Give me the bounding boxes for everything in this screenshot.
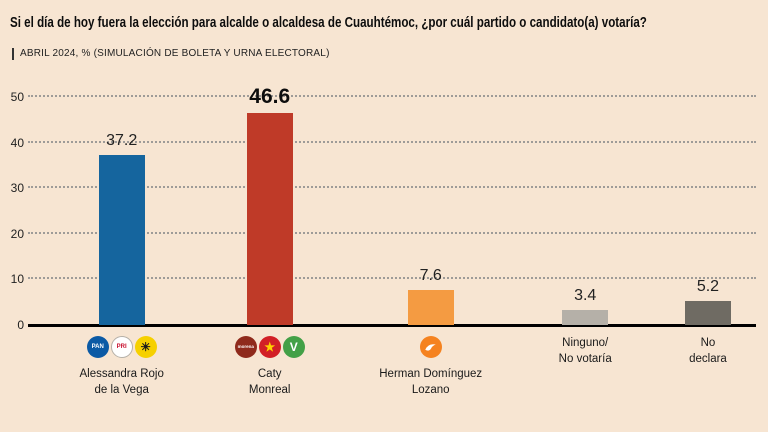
mc-eagle-logo-icon (419, 336, 442, 358)
pt-logo-icon: ★ (258, 336, 281, 358)
category-label: Herman Domínguez Lozano (379, 368, 483, 396)
y-tick-label-20: 20 (10, 226, 24, 241)
y-tick-label-40: 40 (10, 135, 24, 150)
bar-rect (407, 290, 454, 325)
party-logo-row (356, 336, 506, 358)
pan-logo-icon: PAN (86, 336, 109, 358)
y-tick-label-10: 10 (10, 272, 24, 287)
value-label: 7.6 (419, 267, 442, 285)
category-4: No declara (633, 336, 768, 367)
category-0: PAN PRI ☀ Alessandra Rojo de la Vega (47, 336, 197, 398)
page-title: Si el día de hoy fuera la elección para … (10, 15, 647, 31)
gridline-20 (28, 231, 756, 234)
value-label: 3.4 (574, 286, 597, 304)
category-label: No declara (689, 337, 727, 365)
y-tick-label-0: 0 (17, 318, 24, 332)
category-3: Ninguno/No votaría (510, 336, 660, 367)
value-label: 46.6 (249, 84, 291, 108)
party-logo-row: morena ★ V (195, 336, 345, 358)
gridline-30 (28, 186, 756, 189)
category-1: morena ★ V Caty Monreal (195, 336, 345, 398)
gridline-50 (28, 95, 756, 97)
bar-rect (246, 112, 293, 325)
party-logo-row: PAN PRI ☀ (47, 336, 197, 358)
gridline-40 (28, 140, 756, 143)
chart-subtitle: ABRIL 2024, % (SIMULACIÓN DE BOLETA Y UR… (12, 48, 330, 60)
x-axis-baseline (28, 324, 756, 327)
category-label: Ninguno/No votaría (558, 337, 612, 365)
prd-logo-icon: ☀ (134, 336, 157, 358)
y-tick-label-30: 30 (10, 181, 24, 196)
y-tick-label-50: 50 (10, 90, 24, 104)
category-label: Caty Monreal (248, 368, 291, 396)
gridline-10 (28, 277, 756, 280)
bar-rect (684, 301, 731, 325)
category-2: Herman Domínguez Lozano (356, 336, 506, 398)
category-axis: PAN PRI ☀ Alessandra Rojo de la Vega morena ★ V… (30, 336, 752, 428)
pri-logo-icon: PRI (110, 336, 133, 358)
pvem-logo-icon: V (282, 336, 305, 358)
value-label: 37.2 (106, 132, 138, 150)
bar-rect (562, 309, 609, 325)
category-label: Alessandra Rojo de la Vega (79, 368, 164, 396)
value-label: 5.2 (696, 278, 720, 296)
bar-chart-plot-area: 0 10 20 30 40 50 37.2 46.6 7.6 3.4 5.2 (11, 85, 756, 332)
bar-rect (98, 155, 145, 325)
morena-logo-icon: morena (234, 336, 257, 358)
